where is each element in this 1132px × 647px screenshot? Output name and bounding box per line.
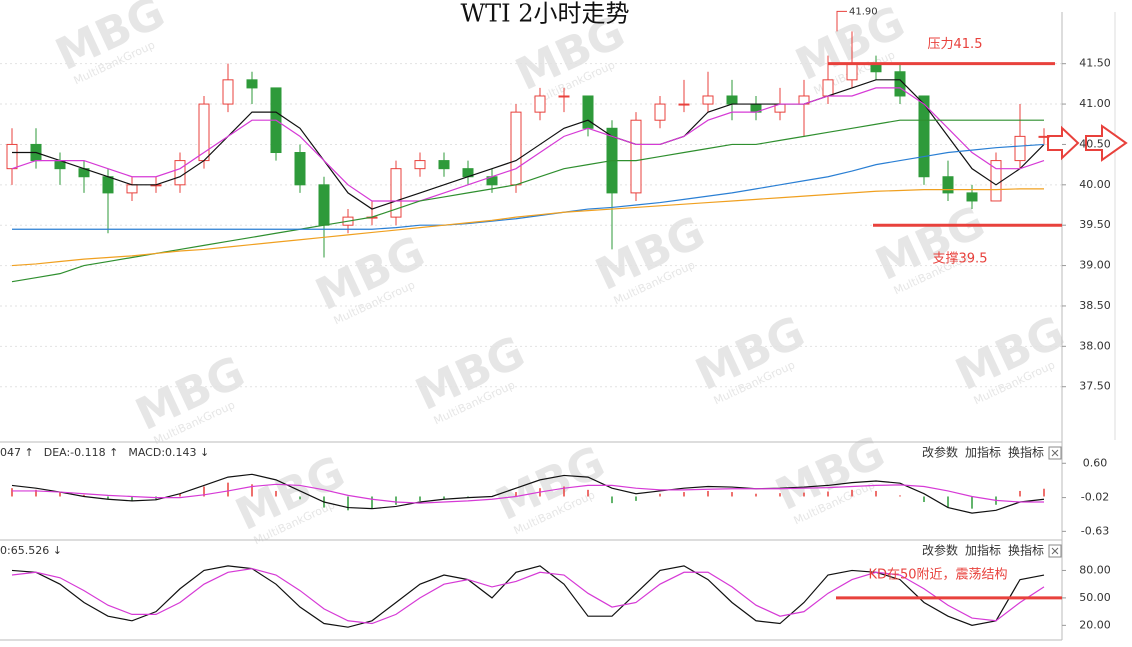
y-tick-label: 39.50 [1079, 218, 1111, 231]
y-tick-label: 37.50 [1079, 380, 1111, 393]
candle-body [678, 103, 690, 106]
close-icon[interactable] [1051, 547, 1059, 555]
panel-button[interactable]: 改参数 [922, 445, 958, 460]
indicator-line [11, 568, 1045, 625]
indicator-line [12, 143, 1045, 230]
panel-button[interactable]: 换指标 [1008, 445, 1044, 460]
level-label: 支撑39.5 [933, 252, 988, 267]
indicator-header: 047 ↑ [0, 446, 34, 459]
y-tick-label: -0.63 [1081, 524, 1109, 537]
candle-body [726, 95, 738, 105]
indicator-header: MACD:0.143 ↓ [128, 446, 209, 459]
arrow-icon [1047, 125, 1080, 161]
high-marker [836, 10, 847, 32]
y-tick-label: 38.50 [1079, 299, 1111, 312]
candle-body [534, 95, 546, 113]
y-tick-label: 38.00 [1079, 339, 1111, 352]
candle-body [558, 95, 570, 98]
close-button[interactable] [1048, 544, 1062, 558]
close-icon[interactable] [1051, 449, 1059, 457]
candle-body [918, 95, 930, 178]
candle-body [294, 152, 306, 186]
candle-body [390, 168, 402, 218]
indicator-line [11, 473, 1045, 514]
chart-title: WTI 2小时走势 [460, 0, 629, 28]
y-tick-label: 41.50 [1079, 57, 1111, 70]
candle-body [966, 192, 978, 202]
candle-body [654, 103, 666, 121]
candle-body [126, 184, 138, 194]
candle-body [582, 95, 594, 129]
indicator-line [12, 483, 1044, 504]
background-layer: MBGMultiBankGroupMBGMultiBankGroupMBGMul… [0, 0, 1073, 547]
y-tick-label: 50.00 [1079, 591, 1111, 604]
panel-button[interactable]: 加指标 [965, 445, 1001, 460]
indicator-line [11, 119, 1044, 283]
indicator-header: DEA:-0.118 ↑ [44, 446, 119, 459]
y-tick-label: 20.00 [1079, 618, 1111, 631]
y-tick-label: -0.02 [1081, 491, 1109, 504]
candle-body [630, 119, 642, 194]
candle-body [846, 63, 858, 81]
candle-body [822, 79, 834, 97]
indicator-header: 0:65.526 ↓ [0, 544, 62, 557]
indicator-line [12, 79, 1045, 210]
level-label: KD在50附近，震荡结构 [868, 567, 1007, 582]
close-button[interactable] [1048, 446, 1062, 460]
candle-body [6, 143, 18, 170]
y-tick-label: 41.00 [1079, 97, 1111, 110]
y-tick-label: 40.00 [1079, 178, 1111, 191]
candle-body [702, 95, 714, 105]
candle-body [1038, 135, 1050, 138]
candle-body [942, 176, 954, 194]
high-marker-label: 41.90 [849, 6, 878, 17]
y-tick-label: 80.00 [1079, 563, 1111, 576]
candle-body [510, 111, 522, 186]
indicator-line [11, 188, 1044, 267]
y-tick-label: 39.00 [1079, 259, 1111, 272]
panel-button[interactable]: 换指标 [1008, 543, 1044, 558]
panel-button[interactable]: 改参数 [922, 543, 958, 558]
candle-body [246, 79, 258, 89]
y-tick-label: 0.60 [1083, 456, 1108, 469]
y-tick-label: 40.50 [1079, 137, 1111, 150]
candle-body [222, 79, 234, 105]
level-label: 压力41.5 [928, 37, 983, 52]
candle-body [438, 160, 450, 170]
candle-body [894, 71, 906, 97]
candle-body [318, 184, 330, 226]
candle-body [102, 176, 114, 194]
arrow-icon [1085, 124, 1128, 162]
indicator-line [11, 87, 1045, 202]
candle-body [414, 160, 426, 170]
candle-body [1014, 135, 1026, 162]
panel-button[interactable]: 加指标 [965, 543, 1001, 558]
indicator-line [11, 565, 1045, 628]
candle-body [174, 160, 186, 186]
